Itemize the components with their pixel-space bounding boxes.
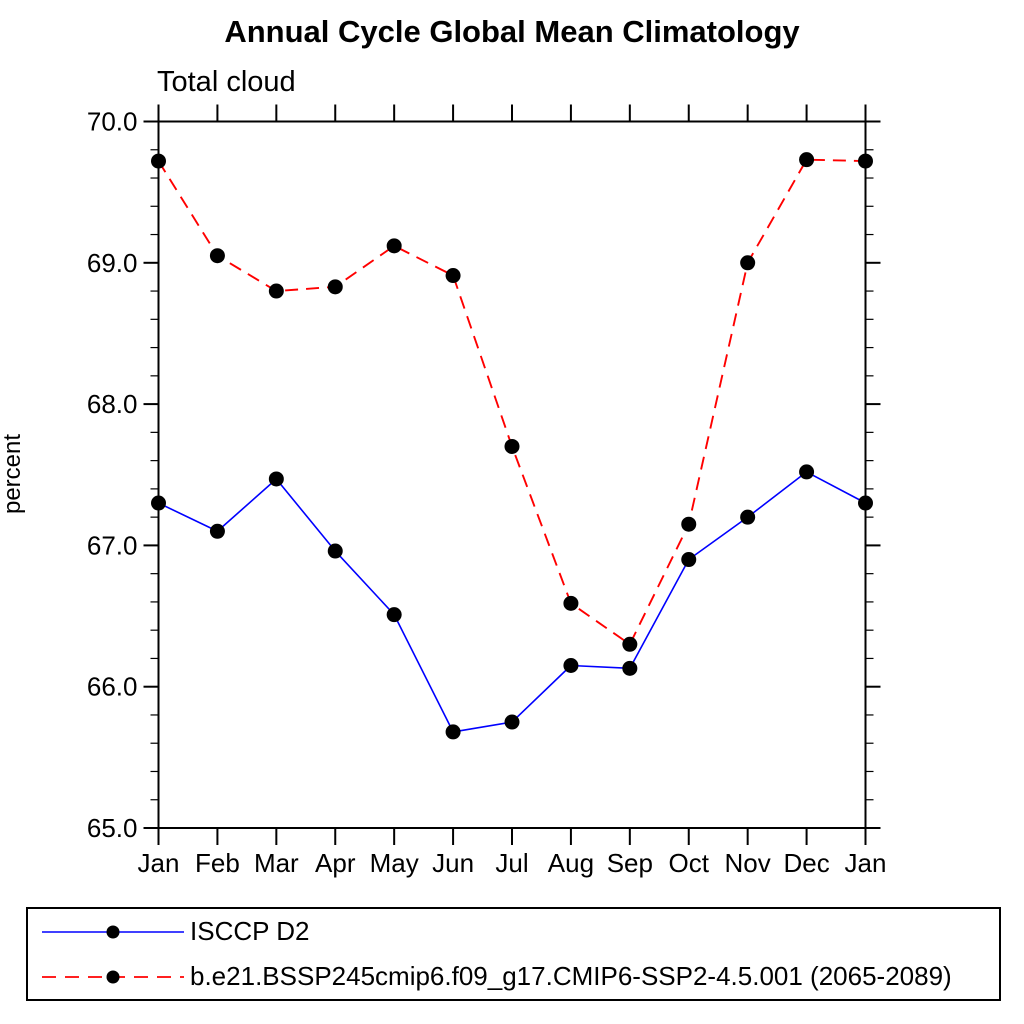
series-line-0 xyxy=(158,471,866,733)
data-point-marker-series1 xyxy=(327,279,343,295)
y-tick-label: 67.0 xyxy=(87,530,138,560)
data-point-marker-series0 xyxy=(858,495,873,511)
data-point-marker-series1 xyxy=(622,636,638,652)
data-point-marker-series0 xyxy=(445,724,461,740)
x-tick-label: May xyxy=(370,848,419,878)
data-point-marker-series0 xyxy=(504,714,520,730)
data-point-marker-series0 xyxy=(327,543,343,559)
legend-line-sample-dashed xyxy=(42,970,184,983)
data-point-marker-series1 xyxy=(151,153,166,169)
x-tick-label: Sep xyxy=(607,848,653,878)
legend-box: ISCCP D2 b.e21.BSSP245cmip6.f09_g17.CMIP… xyxy=(26,907,1001,1001)
data-point-marker-series1 xyxy=(799,152,815,168)
legend-label-isccp: ISCCP D2 xyxy=(190,916,310,946)
y-tick-label: 66.0 xyxy=(87,672,138,702)
y-tick-label: 65.0 xyxy=(87,813,138,843)
x-tick-label: Jul xyxy=(495,848,528,878)
legend-item-model: b.e21.BSSP245cmip6.f09_g17.CMIP6-SSP2-4.… xyxy=(28,957,999,997)
x-tick-label: Jan xyxy=(138,848,180,878)
data-point-marker-series0 xyxy=(799,464,815,480)
data-point-marker-series1 xyxy=(386,238,402,254)
data-point-marker-series0 xyxy=(209,523,225,539)
data-point-marker-series0 xyxy=(681,552,697,568)
page-title: Annual Cycle Global Mean Climatology xyxy=(224,14,800,49)
x-tick-label: Mar xyxy=(254,848,299,878)
data-point-marker-series0 xyxy=(740,509,756,525)
data-point-marker-series0 xyxy=(151,495,166,511)
data-point-marker-series1 xyxy=(209,248,225,264)
x-tick-label: Feb xyxy=(195,848,240,878)
x-tick-label: Dec xyxy=(783,848,829,878)
series-line-1 xyxy=(157,158,866,646)
data-point-marker-series0 xyxy=(386,607,402,623)
x-tick-label: Nov xyxy=(725,848,771,878)
data-point-marker-series1 xyxy=(445,268,461,284)
legend-label-model: b.e21.BSSP245cmip6.f09_g17.CMIP6-SSP2-4.… xyxy=(190,961,952,991)
x-tick-label: Jun xyxy=(432,848,474,878)
x-tick-label: Aug xyxy=(548,848,594,878)
data-point-marker-series1 xyxy=(740,255,756,271)
data-point-marker-series1 xyxy=(504,438,520,454)
legend-item-isccp: ISCCP D2 xyxy=(28,912,999,952)
x-tick-label: Oct xyxy=(669,848,710,878)
data-point-marker-series0 xyxy=(622,660,638,676)
data-point-marker-series0 xyxy=(268,471,284,487)
data-point-marker-series1 xyxy=(681,516,697,532)
y-tick-label: 69.0 xyxy=(87,248,138,278)
y-tick-label: 70.0 xyxy=(87,107,138,137)
plot-frame xyxy=(157,120,867,829)
x-tick-label: Apr xyxy=(315,848,356,878)
legend-line-sample-solid xyxy=(42,925,184,938)
plot-subtitle: Total cloud xyxy=(157,66,296,98)
data-point-marker-series0 xyxy=(563,658,579,674)
data-point-marker-series1 xyxy=(858,153,873,169)
data-point-marker-series1 xyxy=(268,283,284,299)
y-tick-label: 68.0 xyxy=(87,389,138,419)
data-point-marker-series1 xyxy=(563,595,579,611)
x-tick-label: Jan xyxy=(845,848,887,878)
